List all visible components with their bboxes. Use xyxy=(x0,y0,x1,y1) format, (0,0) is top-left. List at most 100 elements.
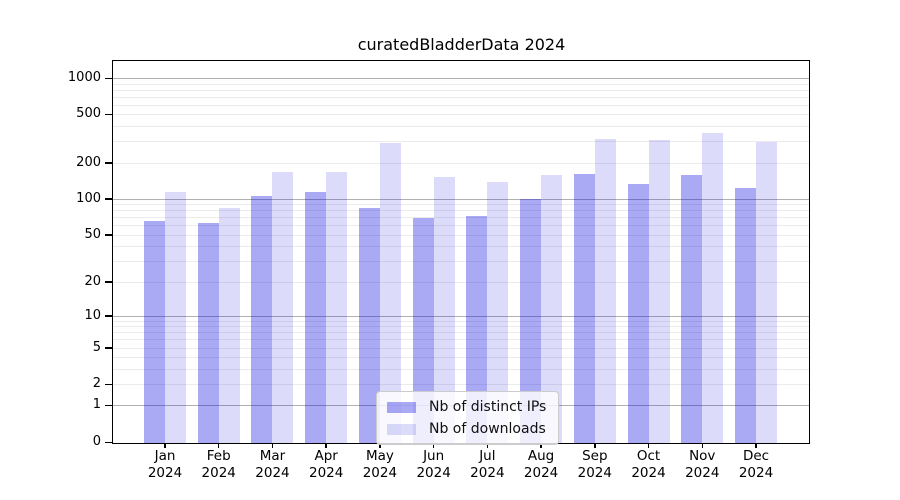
x-tick-label: Apr 2024 xyxy=(308,448,344,481)
y-tick-mark xyxy=(105,234,112,236)
gridline-minor xyxy=(113,126,809,128)
gridline-minor xyxy=(113,96,809,98)
bar-downloads-jan xyxy=(165,191,186,443)
y-tick-label: 2 xyxy=(92,376,101,392)
x-tick-label: Oct 2024 xyxy=(631,448,666,481)
bar-distinct-ips-sep xyxy=(573,173,595,443)
legend: Nb of distinct IPs Nb of downloads xyxy=(376,391,560,445)
gridline-minor xyxy=(113,114,809,116)
bar-downloads-jul xyxy=(487,182,509,443)
y-tick-mark xyxy=(105,113,112,116)
bar-downloads-mar xyxy=(272,172,294,443)
x-tick-mark xyxy=(701,443,704,448)
bar-downloads-aug xyxy=(541,174,563,443)
x-tick-mark xyxy=(325,443,327,448)
x-tick-label: Dec 2024 xyxy=(738,448,774,481)
gridline-minor xyxy=(113,384,809,386)
bar-distinct-ips-mar xyxy=(251,195,273,443)
y-tick-mark xyxy=(105,281,112,283)
gridline-minor xyxy=(113,204,809,206)
y-tick-label: 100 xyxy=(76,190,101,206)
y-tick-label: 10 xyxy=(84,307,101,323)
x-tick-mark xyxy=(647,443,650,448)
y-tick-label: 200 xyxy=(76,154,101,170)
x-tick-mark xyxy=(594,443,596,448)
x-tick-label: Jun 2024 xyxy=(416,448,451,481)
y-tick-mark xyxy=(105,404,112,407)
y-tick-label: 5 xyxy=(92,339,101,355)
legend-item-downloads: Nb of downloads xyxy=(387,420,546,438)
legend-item-distinct-ips: Nb of distinct IPs xyxy=(387,398,546,416)
y-tick-label: 1 xyxy=(92,397,101,413)
gridline-minor xyxy=(113,246,809,248)
gridline-major xyxy=(113,78,809,79)
y-tick-mark xyxy=(105,77,112,79)
x-tick-mark xyxy=(486,443,489,448)
x-tick-label: Mar 2024 xyxy=(255,448,290,481)
y-tick-label: 0 xyxy=(92,434,101,449)
x-tick-label: Sep 2024 xyxy=(577,448,612,481)
gridline-minor xyxy=(113,225,809,227)
bar-distinct-ips-jul xyxy=(466,215,488,443)
x-tick-mark xyxy=(755,443,757,448)
bar-downloads-nov xyxy=(702,133,724,443)
x-tick-label: Nov 2024 xyxy=(685,448,720,481)
y-tick-mark xyxy=(105,347,112,349)
x-tick-label: Feb 2024 xyxy=(201,448,236,481)
y-tick-mark xyxy=(105,315,112,317)
y-tick-label: 1000 xyxy=(67,70,101,85)
gridline-minor xyxy=(113,83,809,85)
gridline-major xyxy=(113,315,809,317)
y-tick-label: 50 xyxy=(84,226,101,242)
gridline-major xyxy=(113,198,809,200)
bar-distinct-ips-jan xyxy=(144,221,165,443)
x-tick-mark xyxy=(379,443,381,448)
x-tick-mark xyxy=(540,443,542,448)
legend-label-downloads: Nb of downloads xyxy=(429,421,546,437)
y-tick-label: 500 xyxy=(76,106,101,122)
bar-downloads-apr xyxy=(326,171,348,443)
bar-downloads-jun xyxy=(433,176,455,443)
gridline-minor xyxy=(113,261,809,263)
x-tick-mark xyxy=(432,443,435,448)
bar-downloads-may xyxy=(379,142,401,443)
bar-downloads-feb xyxy=(218,207,240,443)
gridline-minor xyxy=(113,141,809,143)
gridline-minor xyxy=(113,332,809,334)
x-tick-mark xyxy=(271,443,274,448)
bar-distinct-ips-oct xyxy=(627,183,649,443)
chart-title: curatedBladderData 2024 xyxy=(357,35,566,54)
y-tick-mark xyxy=(105,441,112,443)
bar-distinct-ips-may xyxy=(358,208,380,443)
legend-swatch-ips xyxy=(387,401,416,413)
legend-label-ips: Nb of distinct IPs xyxy=(429,399,547,415)
x-tick-label: Jul 2024 xyxy=(470,448,505,481)
y-tick-mark xyxy=(105,198,112,200)
gridline-minor xyxy=(113,281,809,283)
gridline-minor xyxy=(113,320,809,322)
bar-distinct-ips-nov xyxy=(681,174,703,443)
bar-downloads-oct xyxy=(648,140,670,443)
bar-downloads-dec xyxy=(756,141,777,443)
gridline-minor xyxy=(113,217,809,219)
bar-distinct-ips-feb xyxy=(197,223,219,443)
y-tick-mark xyxy=(105,162,112,164)
bar-distinct-ips-dec xyxy=(735,187,756,443)
gridline-minor xyxy=(113,162,809,164)
gridline-minor xyxy=(113,210,809,212)
y-tick-label: 20 xyxy=(84,273,101,289)
gridline-minor xyxy=(113,326,809,328)
gridline-minor xyxy=(113,347,809,349)
x-tick-label: May 2024 xyxy=(362,448,398,481)
y-tick-mark xyxy=(105,383,112,386)
legend-swatch-downloads xyxy=(387,423,416,435)
bar-distinct-ips-aug xyxy=(520,198,542,443)
x-tick-label: Aug 2024 xyxy=(523,448,559,481)
x-tick-label: Jan 2024 xyxy=(147,448,183,481)
gridline-minor xyxy=(113,104,809,106)
gridline-minor xyxy=(113,357,809,359)
bar-distinct-ips-apr xyxy=(305,191,327,443)
gridline-minor xyxy=(113,89,809,91)
bar-distinct-ips-jun xyxy=(412,217,434,443)
